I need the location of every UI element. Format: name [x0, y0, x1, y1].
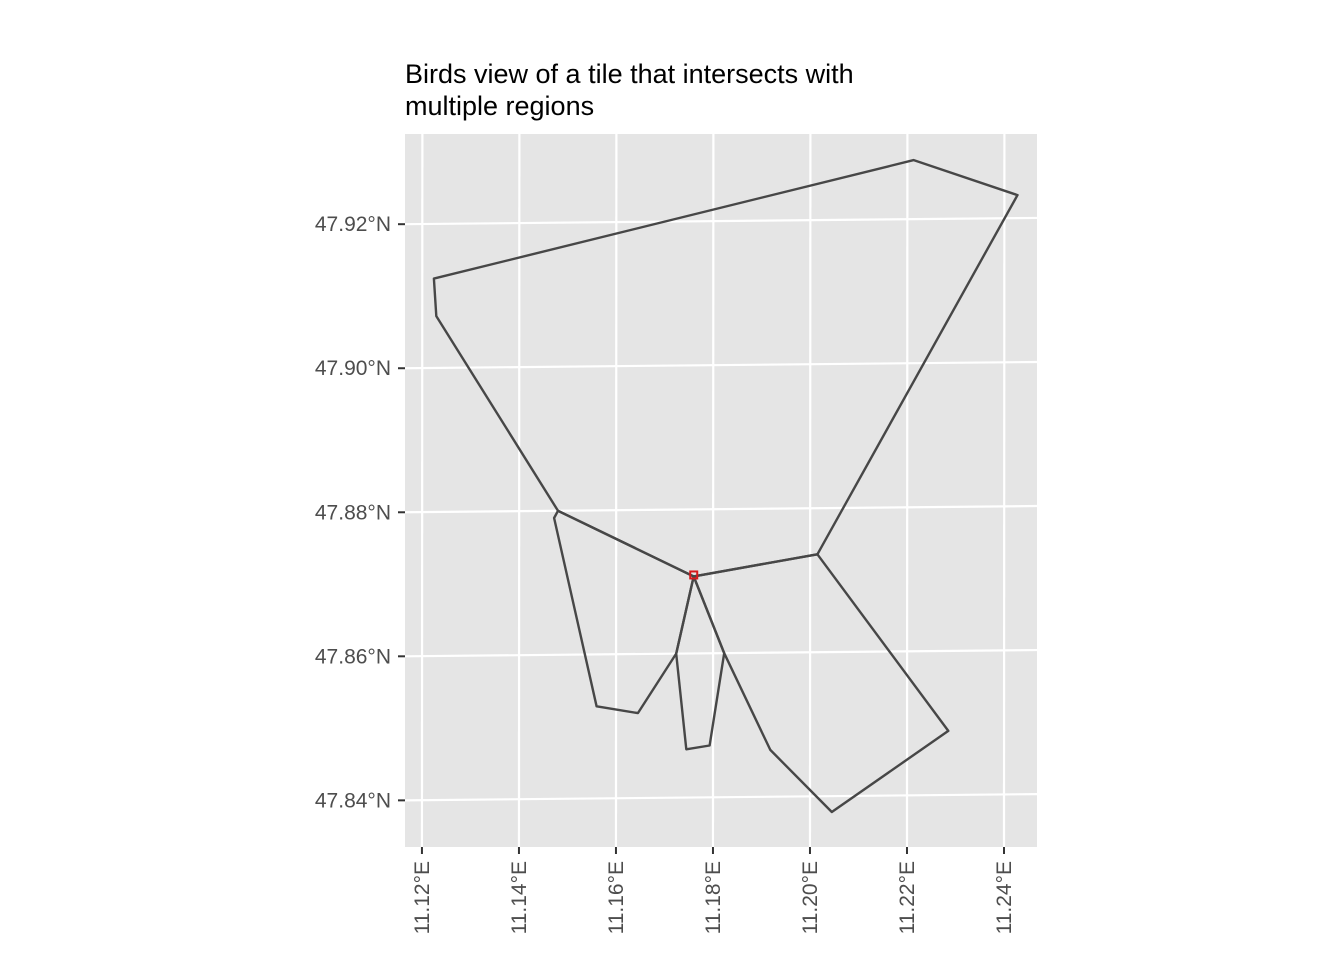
y-tick-label-0: 47.84°N — [315, 789, 391, 812]
y-tick-label-4: 47.92°N — [315, 213, 391, 236]
regions-layer — [432, 158, 1019, 814]
meridian-line-4 — [808, 134, 812, 847]
region-outline-3 — [692, 553, 950, 814]
x-tick-label-0: 11.12°E — [411, 861, 434, 934]
title-line-1: Birds view of a tile that intersects wit… — [405, 59, 854, 89]
x-tick-label-5: 11.22°E — [896, 861, 919, 934]
x-tick-label-1: 11.14°E — [508, 861, 531, 934]
parallel-line-4 — [405, 216, 1037, 226]
meridian-line-3 — [711, 134, 715, 847]
x-tick-label-6: 11.24°E — [993, 861, 1016, 934]
graticule — [405, 134, 1037, 847]
meridian-line-6 — [1002, 134, 1006, 847]
x-tick-label-2: 11.16°E — [605, 861, 628, 934]
parallel-line-1 — [405, 648, 1037, 658]
map-panel — [405, 134, 1037, 847]
meridian-line-1 — [517, 134, 521, 847]
x-tick-label-4: 11.20°E — [799, 861, 822, 934]
meridian-line-0 — [420, 134, 424, 847]
parallel-line-3 — [405, 360, 1037, 370]
tile-marker — [689, 570, 699, 580]
axes: 11.12°E 11.14°E 11.16°E 11.18°E 11.20°E 11.22… — [315, 213, 1016, 934]
parallel-line-0 — [405, 792, 1037, 802]
x-tick-label-3: 11.18°E — [702, 861, 725, 934]
meridian-line-5 — [905, 134, 909, 847]
meridian-line-2 — [614, 134, 618, 847]
map-title: Birds view of a tile that intersects wit… — [405, 59, 854, 121]
tile-layer — [689, 570, 699, 580]
title-line-2: multiple regions — [405, 91, 594, 121]
y-tick-label-3: 47.90°N — [315, 357, 391, 380]
y-tick-label-2: 47.88°N — [315, 501, 391, 524]
parallel-line-2 — [405, 504, 1037, 514]
y-tick-label-1: 47.86°N — [315, 645, 391, 668]
